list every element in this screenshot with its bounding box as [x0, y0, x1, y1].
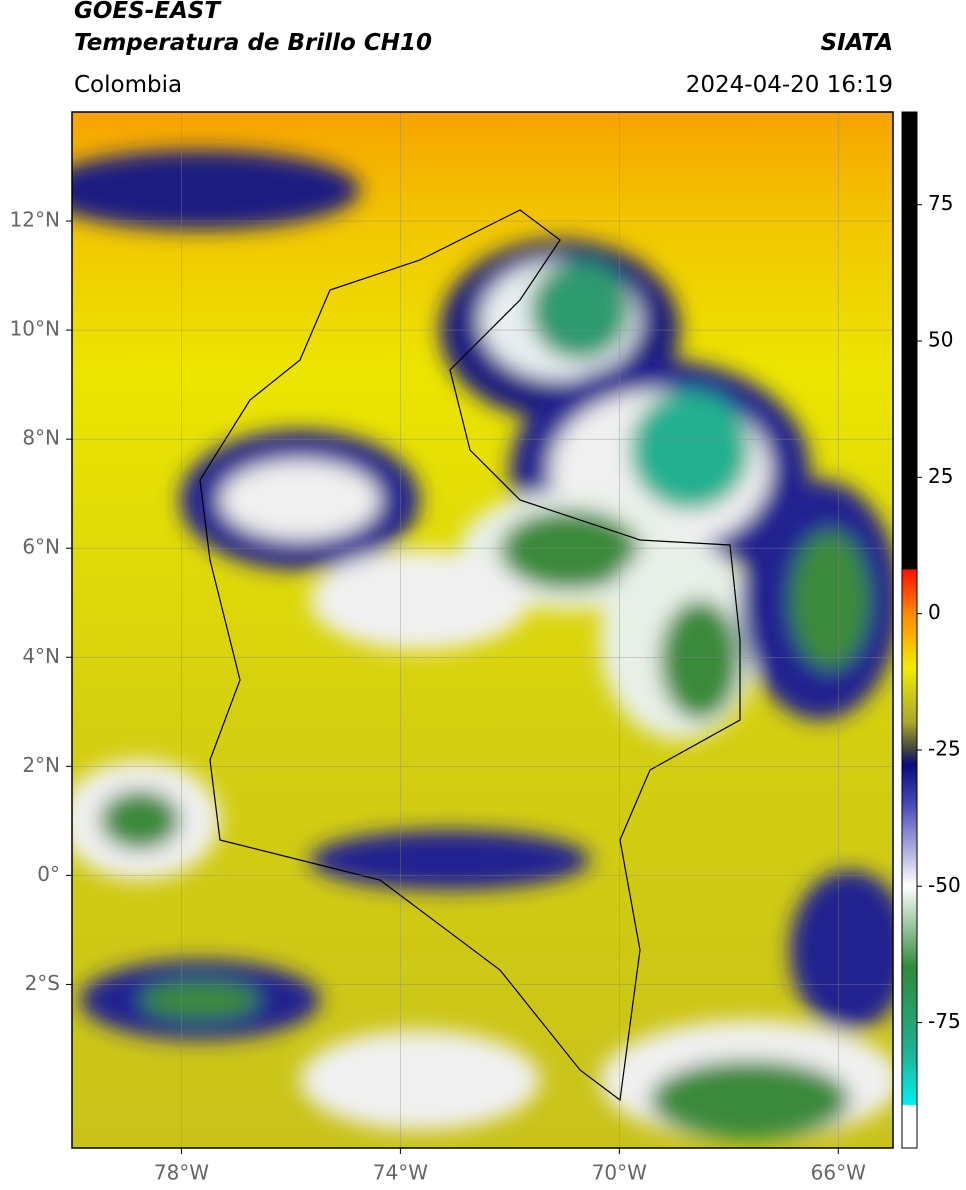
lat-tick-label: 6°N: [22, 535, 60, 559]
lat-tick-label: 10°N: [10, 317, 60, 341]
product-title: Temperatura de Brillo CH10: [74, 30, 432, 56]
colorbar-tick-label: -25: [928, 736, 961, 760]
colorbar-tick-label: 50: [928, 328, 953, 352]
lon-tick-label: 74°W: [373, 1161, 428, 1185]
source-label: SIATA: [820, 30, 893, 56]
lat-tick-label: 8°N: [22, 426, 60, 450]
lat-tick-label: 12°N: [10, 208, 60, 232]
colorbar: [901, 111, 918, 1149]
datetime-label: 2024-04-20 16:19: [685, 72, 893, 98]
colorbar-tick-label: 75: [928, 191, 953, 215]
lon-tick-label: 70°W: [592, 1161, 647, 1185]
lat-tick-label: 2°S: [25, 971, 60, 995]
colorbar-tick-label: -75: [928, 1009, 961, 1033]
colorbar-tick-label: 0: [928, 600, 941, 624]
lat-tick-label: 2°N: [22, 753, 60, 777]
satellite-title: GOES-EAST: [74, 0, 221, 24]
lon-tick-label: 78°W: [154, 1161, 209, 1185]
lon-tick-label: 66°W: [811, 1161, 866, 1185]
region-label: Colombia: [74, 72, 183, 98]
colorbar-tick-label: 25: [928, 464, 953, 488]
map-frame: [71, 111, 894, 1149]
lat-tick-label: 0°: [37, 862, 60, 886]
lat-tick-label: 4°N: [22, 644, 60, 668]
satellite-image: [72, 112, 893, 1148]
colorbar-tick-label: -50: [928, 873, 961, 897]
